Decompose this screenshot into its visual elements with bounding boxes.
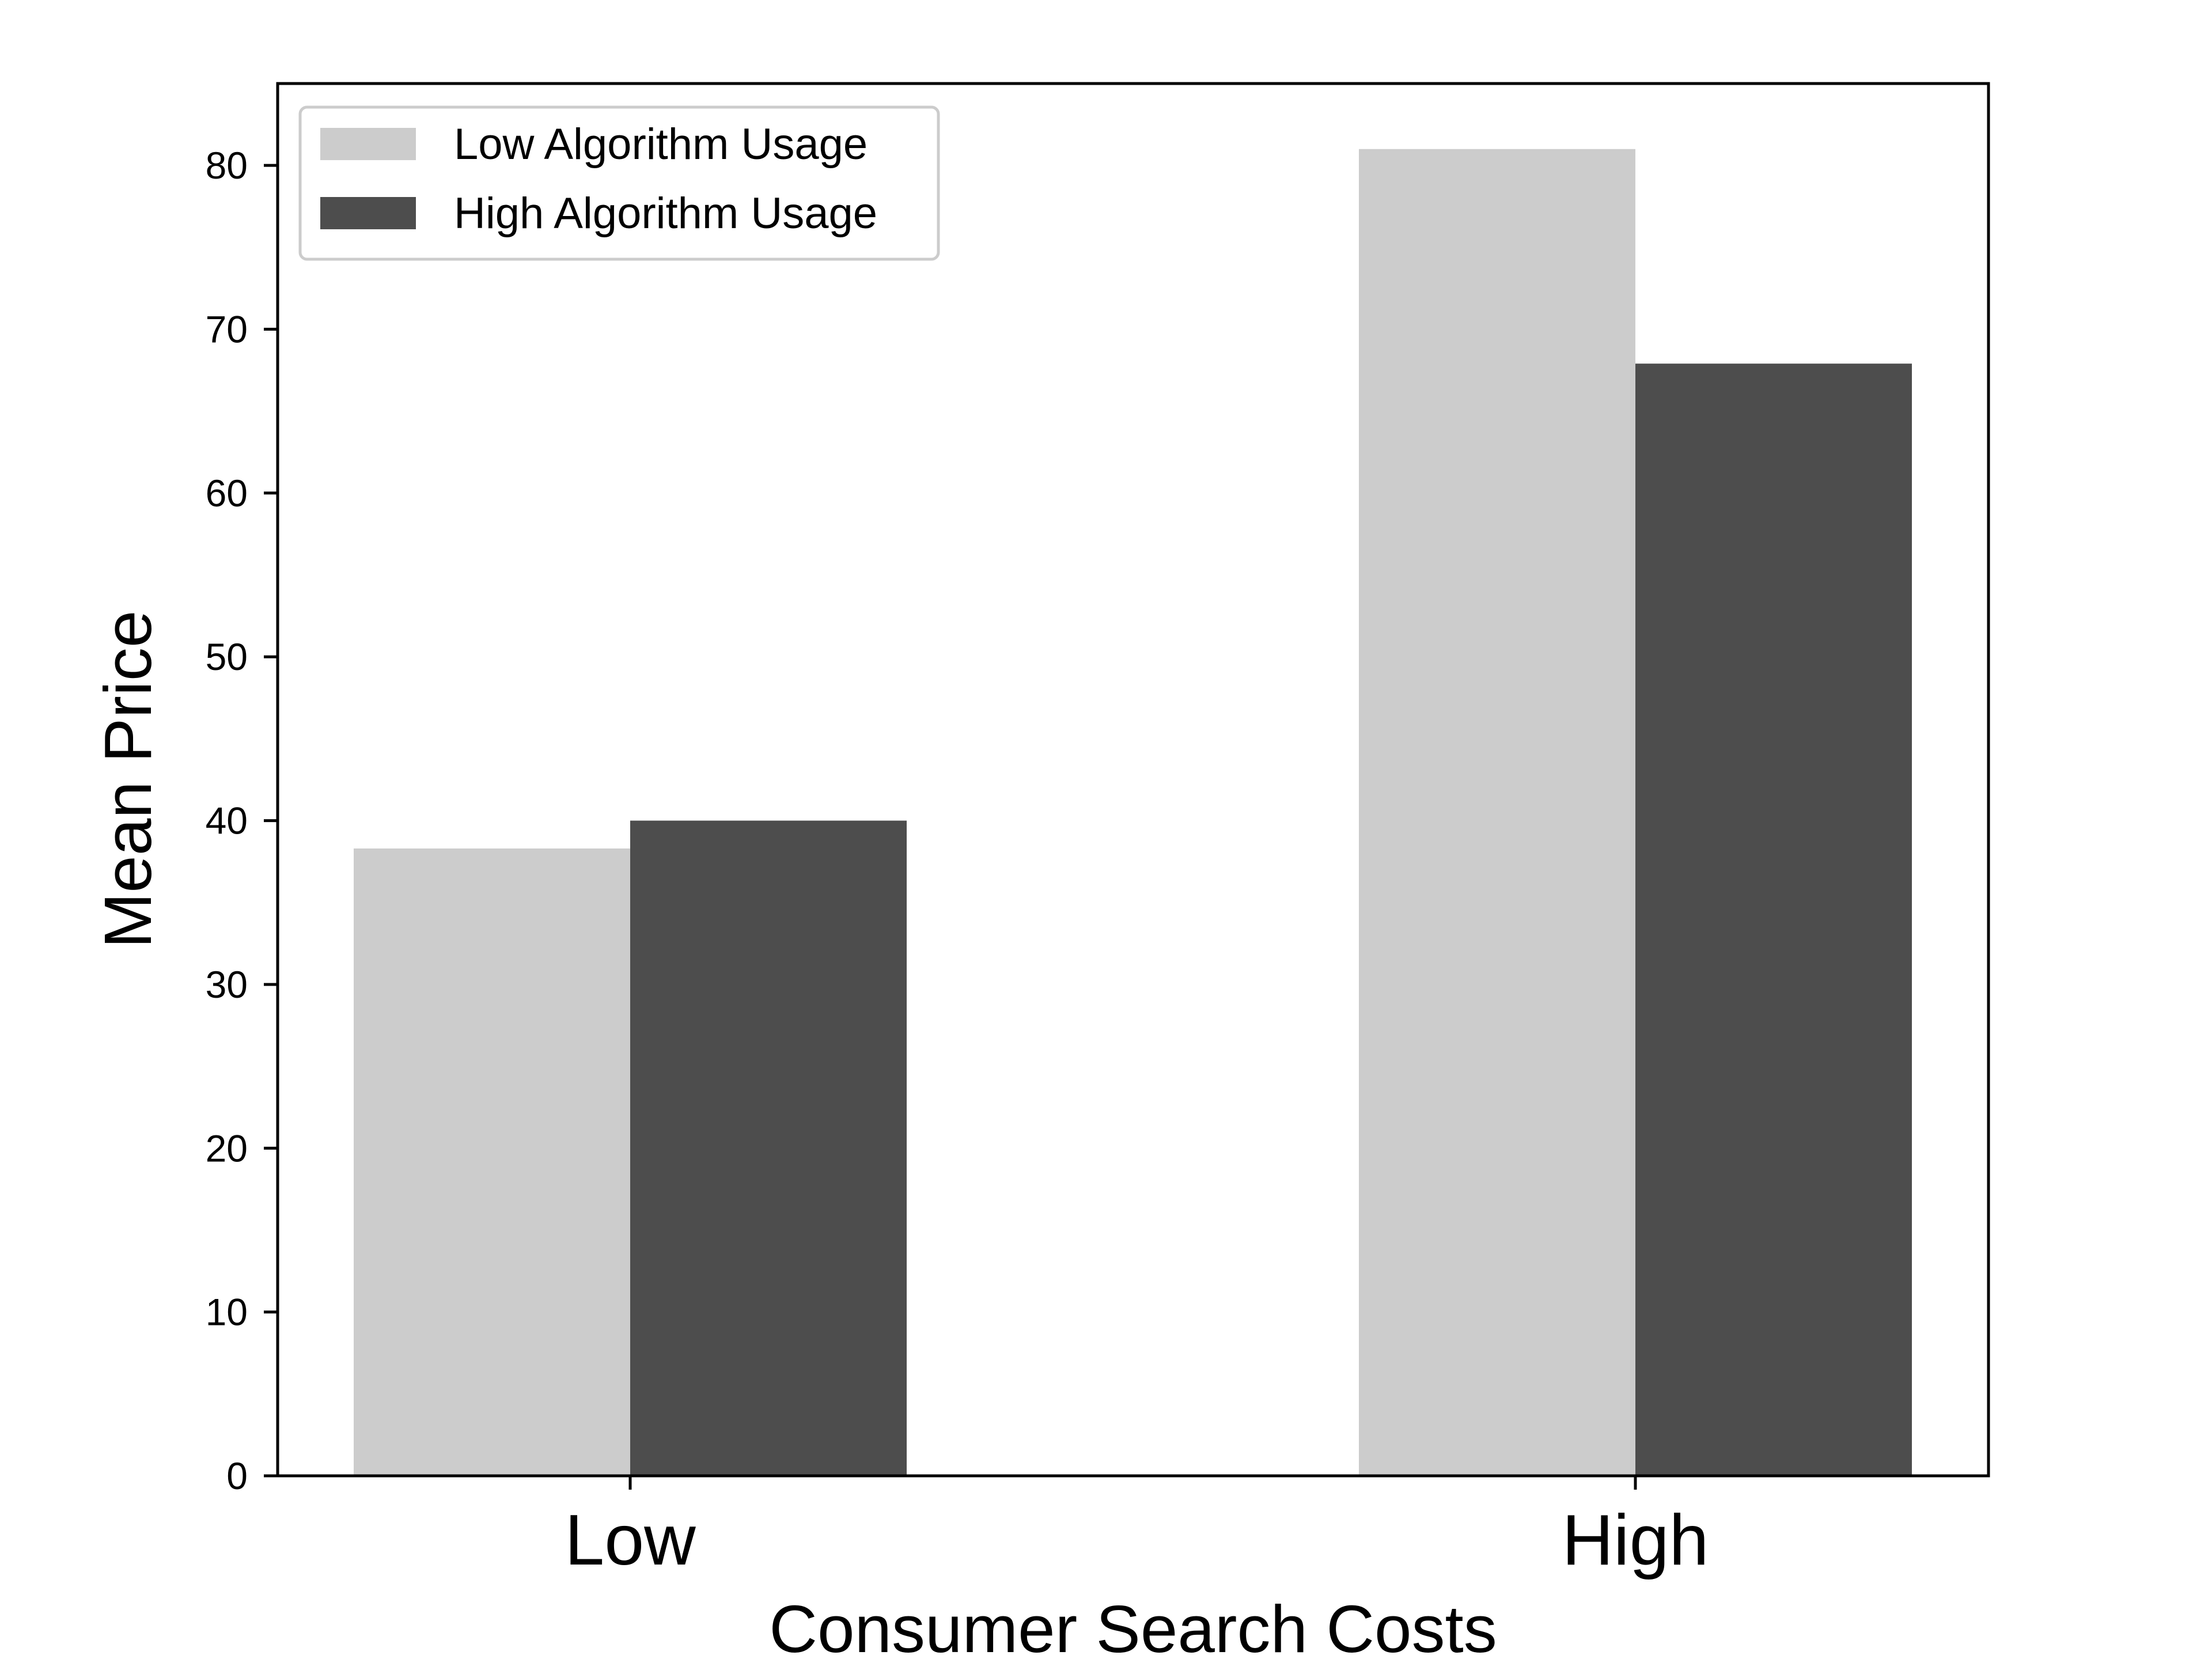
bar-high-algorithm-usage-low	[630, 820, 907, 1476]
y-axis: 0 10 20 30 40 50 60 70 80	[206, 144, 278, 1497]
bar-high-algorithm-usage-high	[1635, 363, 1912, 1476]
plot-frame	[276, 82, 1990, 1478]
legend-swatch-low-algorithm-usage	[320, 128, 416, 160]
bars-group	[354, 149, 1912, 1476]
y-axis-title: Mean Price	[90, 611, 165, 949]
y-tick-label: 80	[206, 144, 248, 187]
y-tick-label: 40	[206, 800, 248, 842]
legend-label-high-algorithm-usage: High Algorithm Usage	[454, 189, 877, 238]
y-tick-label: 0	[226, 1455, 248, 1497]
y-tick-label: 50	[206, 635, 248, 678]
x-axis: Low High	[565, 1476, 1709, 1580]
legend-box	[298, 105, 940, 261]
x-tick-label-high: High	[1562, 1501, 1709, 1580]
legend-label-low-algorithm-usage: Low Algorithm Usage	[454, 120, 868, 169]
y-tick-label: 10	[206, 1291, 248, 1334]
y-tick-label: 30	[206, 963, 248, 1006]
bar-low-algorithm-usage-low	[354, 848, 630, 1476]
y-tick-label: 20	[206, 1127, 248, 1169]
y-tick-label: 60	[206, 472, 248, 514]
bar-low-algorithm-usage-high	[1359, 149, 1635, 1476]
x-axis-title: Consumer Search Costs	[769, 1592, 1497, 1659]
legend-swatch-high-algorithm-usage	[320, 197, 416, 229]
x-tick-label-low: Low	[565, 1501, 696, 1580]
y-tick-label: 70	[206, 308, 248, 351]
legend: Low Algorithm Usage High Algorithm Usage	[298, 105, 940, 261]
